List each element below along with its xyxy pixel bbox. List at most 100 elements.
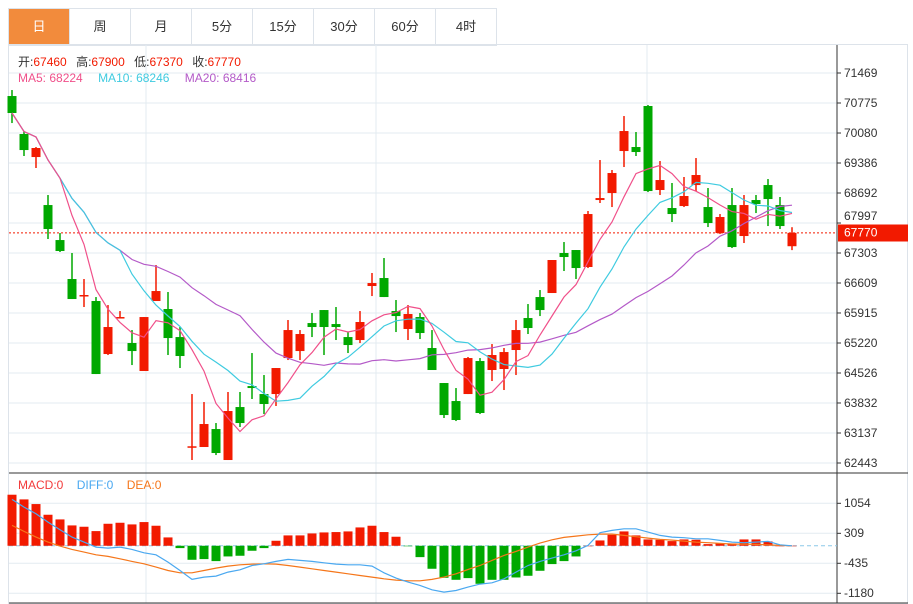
tab-60min[interactable]: 60分 (375, 9, 436, 45)
candle-up (31, 148, 41, 158)
candle-up (103, 327, 113, 355)
candle-down (43, 205, 53, 230)
candle-down (67, 279, 77, 300)
macd-bar-positive (103, 523, 113, 546)
current-price-label: 67770 (838, 224, 908, 242)
macd-bar-positive (139, 522, 149, 546)
macd-bar-positive (379, 532, 389, 546)
candle-down (571, 250, 581, 269)
macd-bar-positive (115, 522, 125, 546)
macd-bar-negative (499, 545, 509, 580)
price-tick-label: 63137 (844, 426, 878, 440)
candle-up (679, 196, 689, 207)
candle-down (643, 106, 653, 192)
candle-down (427, 348, 437, 371)
candle-down (331, 324, 341, 328)
price-tick-label: 70775 (844, 95, 878, 110)
open-label: 开: (18, 55, 34, 69)
macd-bar-positive (127, 524, 137, 546)
candle-up (151, 291, 161, 302)
macd-bar-positive (763, 541, 773, 546)
candle-down (247, 386, 257, 389)
macd-bar-positive (151, 525, 161, 546)
tab-4hour[interactable]: 4时 (436, 9, 497, 45)
macd-bar-negative (559, 545, 569, 562)
macd-bar-positive (43, 514, 53, 546)
diff-value: DIFF:0 (76, 478, 114, 492)
candle-down (451, 401, 461, 421)
macd-bar-positive (679, 539, 689, 546)
candle-down (631, 147, 641, 153)
candle-up (223, 411, 233, 461)
macd-bar-negative (187, 545, 197, 560)
dea-value: DEA:0 (126, 478, 162, 492)
ohlc-legend: 开:67460 高:67900 低:67370 收:67770 (18, 53, 247, 70)
macd-bar-positive (595, 540, 605, 546)
candle-up (115, 317, 125, 319)
candle-down (391, 311, 401, 317)
macd-tick-label: 1054 (844, 496, 871, 511)
candle-down (763, 185, 773, 200)
macd-bar-negative (547, 545, 557, 565)
macd-bar-positive (31, 504, 41, 546)
low-label: 低: (134, 55, 150, 69)
macd-bar-positive (775, 545, 785, 547)
macd-bar-negative (427, 545, 437, 569)
low-value: 67370 (149, 55, 183, 69)
candle-up (787, 232, 797, 247)
candle-up (511, 330, 521, 351)
macd-bar-negative (511, 545, 521, 578)
candle-down (259, 394, 269, 405)
candle-down (235, 407, 245, 424)
tab-15min[interactable]: 15分 (253, 9, 314, 45)
macd-bar-negative (523, 545, 533, 576)
tab-30min[interactable]: 30分 (314, 9, 375, 45)
candle-up (583, 214, 593, 268)
macd-bar-negative (211, 545, 221, 562)
candle-down (307, 323, 317, 328)
tab-month[interactable]: 月 (131, 9, 192, 45)
candle-up (547, 260, 557, 294)
macd-bar-positive (79, 526, 89, 546)
price-tick-label: 65915 (844, 305, 878, 320)
high-label: 高: (76, 55, 92, 69)
macd-bar-positive (307, 533, 317, 546)
macd-bar-negative (223, 545, 233, 557)
macd-bar-negative (487, 545, 497, 580)
tab-day[interactable]: 日 (9, 9, 70, 45)
macd-bar-negative (199, 545, 209, 560)
diff-line (11, 498, 793, 593)
candle-down (535, 297, 545, 311)
candle-down (127, 343, 137, 352)
macd-bar-negative (439, 545, 449, 578)
candle-down (751, 200, 761, 205)
candle-up (619, 131, 629, 152)
candle-down (439, 383, 449, 416)
price-tick-label: 65220 (844, 336, 878, 350)
macd-bar-positive (787, 545, 797, 547)
macd-bar-negative (451, 545, 461, 580)
candle-down (343, 337, 353, 346)
macd-bar-positive (667, 541, 677, 546)
macd-bar-negative (475, 545, 485, 584)
candle-up (367, 283, 377, 287)
candle-up (655, 180, 665, 191)
candle-down (415, 317, 425, 334)
ma5-value: MA5: 68224 (18, 71, 83, 85)
tab-week[interactable]: 周 (70, 9, 131, 45)
tab-5min[interactable]: 5分 (192, 9, 253, 45)
macd-bar-positive (55, 519, 65, 546)
macd-bar-positive (331, 532, 341, 546)
candle-down (523, 318, 533, 329)
macd-bar-positive (19, 499, 29, 546)
high-value: 67900 (91, 55, 125, 69)
close-label: 收: (192, 55, 208, 69)
period-tabs: 日 周 月 5分 15分 30分 60分 4时 (8, 8, 497, 46)
candle-up (487, 355, 497, 371)
candle-up (79, 295, 89, 297)
candle-up (403, 314, 413, 330)
close-value: 67770 (207, 55, 241, 69)
candle-down (211, 429, 221, 454)
